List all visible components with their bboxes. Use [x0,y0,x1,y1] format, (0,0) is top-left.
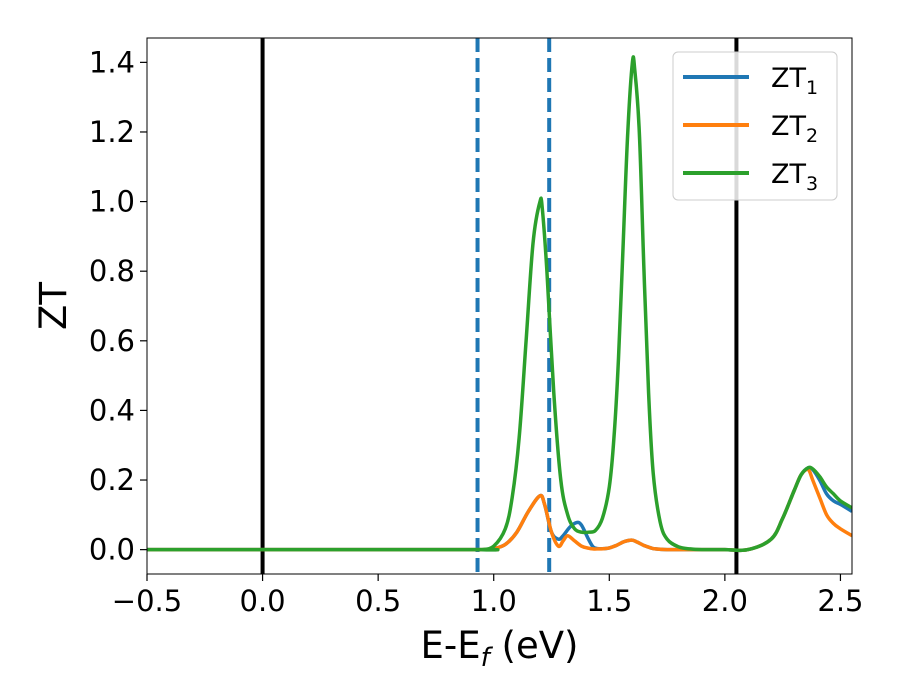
y-tick-label: 0.0 [89,533,135,567]
plot-frame [146,37,853,575]
y-tick-label: 0.2 [89,463,135,497]
y-tick-label: 0.4 [89,393,135,427]
x-tick-label: 2.5 [817,584,863,618]
x-tick-label: 2.0 [702,584,748,618]
y-tick-label: 1.2 [89,115,135,149]
x-axis-label: E-Ef (eV) [421,624,579,673]
legend-label-zt3: ZT3 [771,159,818,195]
series-line-zt3 [147,55,852,553]
y-tick-label: 0.6 [89,324,135,358]
y-tick-label: 1.0 [89,185,135,219]
legend-box [672,51,838,201]
x-tick-label: 0.0 [240,584,286,618]
x-tick-label: 1.0 [471,584,517,618]
legend: ZT1 ZT2 ZT3 [672,51,838,201]
x-tick-label: 1.5 [586,584,632,618]
vertical-lines [260,38,739,574]
legend-label-zt2: ZT2 [771,111,818,147]
x-axis-ticks: −0.5 0.0 0.5 1.0 1.5 2.0 2.5 [112,574,864,618]
legend-label-zt1: ZT1 [771,63,818,99]
y-axis-ticks: 0.0 0.2 0.4 0.6 0.8 1.0 1.2 1.4 [89,45,147,567]
y-axis-label: ZT [32,282,75,330]
x-tick-label: −0.5 [112,584,182,618]
series-lines [147,55,852,553]
x-axis-label-main: E-E [421,624,481,667]
x-tick-label: 0.5 [355,584,401,618]
y-tick-label: 1.4 [89,45,135,79]
y-tick-label: 0.8 [89,254,135,288]
x-axis-label-suffix: (eV) [490,624,579,667]
